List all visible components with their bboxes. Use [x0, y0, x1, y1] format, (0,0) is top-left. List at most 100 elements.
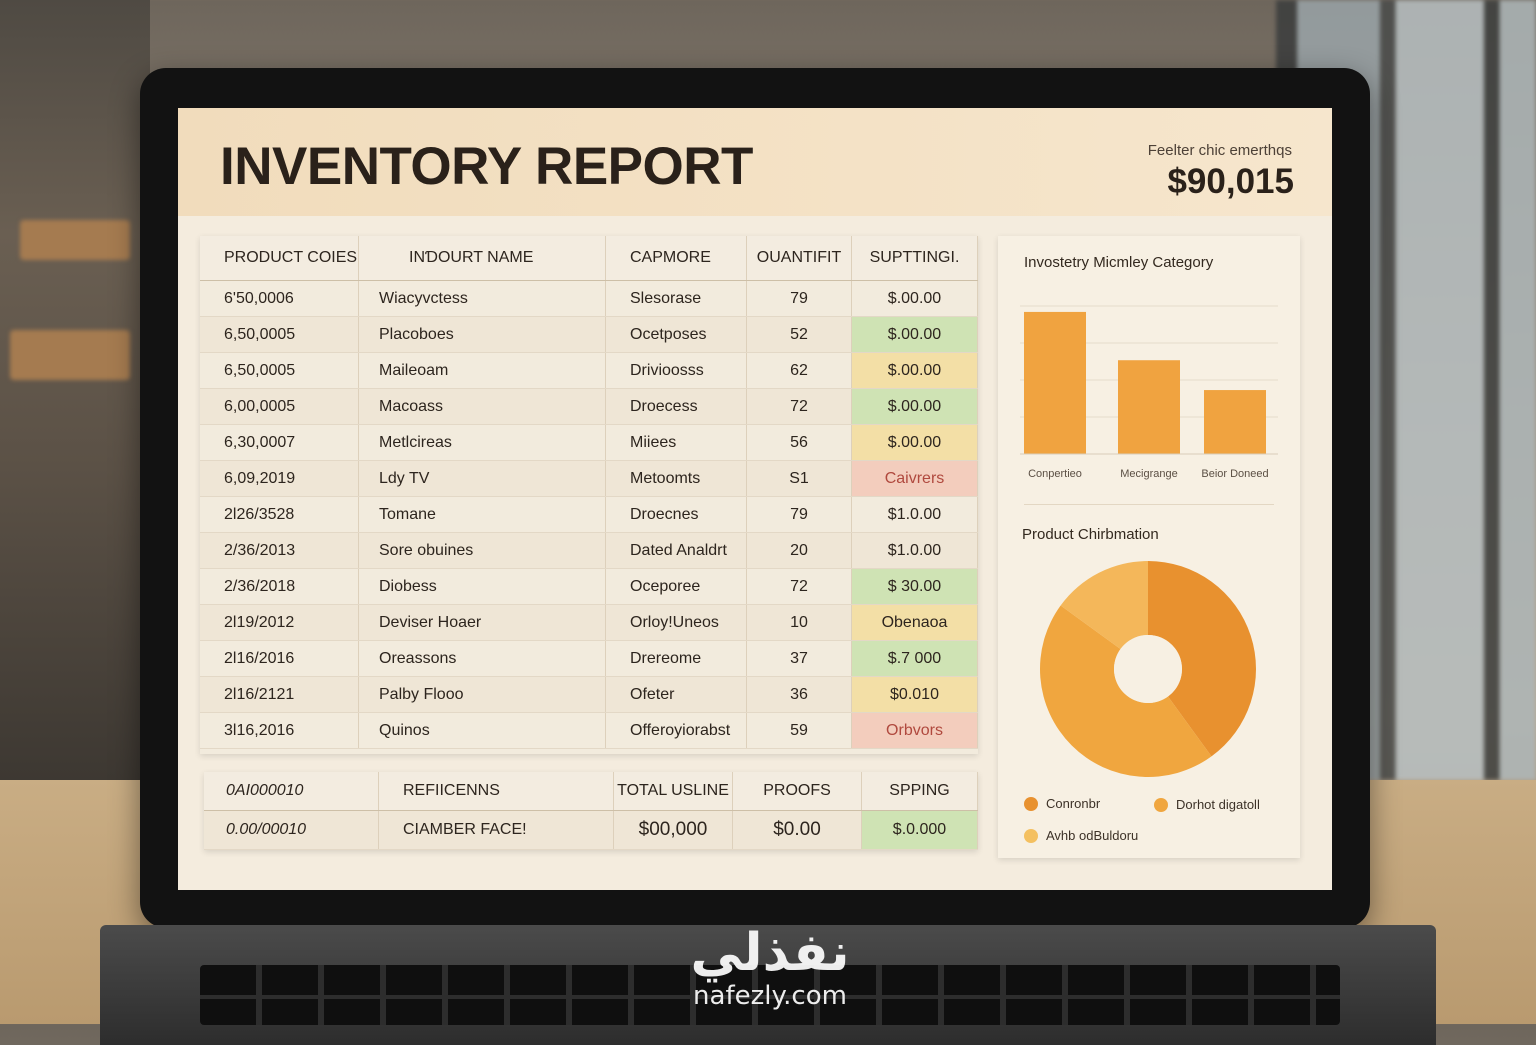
cell-product-code: 2l16/2016 — [200, 640, 359, 677]
cell-category: Slesorase — [605, 280, 747, 317]
cell-quantity: 59 — [746, 712, 852, 749]
laptop-screen: INVENTORY REPORT Feelter chic emerthqs $… — [178, 108, 1332, 890]
legend-item: Conronbr — [1024, 796, 1100, 811]
bar — [1118, 360, 1180, 454]
cell-amount: $0.010 — [851, 676, 978, 713]
cell-amount: $.7 000 — [851, 640, 978, 677]
cell-product-code: 6,50,0005 — [200, 316, 359, 353]
cell-quantity: 72 — [746, 568, 852, 605]
table-header-row: PRODUCT COIES INƊOURT NAME CAPMORE OUANT… — [200, 236, 978, 281]
table-row[interactable]: 6'50,0006 Wiacyvctess Slesorase 79 $.00.00 — [200, 280, 978, 317]
cell-product-code: 2l16/2121 — [200, 676, 359, 713]
cell-category: Miiees — [605, 424, 747, 461]
cell-quantity: 79 — [746, 496, 852, 533]
watermark-logo: نفذلي nafezly.com — [640, 925, 900, 1011]
legend-label: Conronbr — [1046, 796, 1101, 811]
cell-category: Orloy!Uneos — [605, 604, 747, 641]
legend-item: Dorhot digatoll — [1154, 797, 1260, 812]
summary-header-total: TOTAL USLINE — [613, 772, 733, 811]
cell-category: Dated Analdrt — [605, 532, 747, 569]
cell-amount: $.00.00 — [851, 424, 978, 461]
cell-product-name: Placoboes — [358, 316, 606, 353]
cell-amount: $.00.00 — [851, 388, 978, 425]
chart-divider — [1024, 504, 1274, 505]
cell-product-code: 6,50,0005 — [200, 352, 359, 389]
x-tick-label: Mecigrange — [1120, 468, 1177, 480]
summary-table: 0AI000010 REFIICENNS TOTAL USLINE PROOFS… — [204, 772, 978, 850]
cell-quantity: 20 — [746, 532, 852, 569]
summary-table-card: 0AI000010 REFIICENNS TOTAL USLINE PROOFS… — [204, 772, 978, 850]
cell-category: Metoomts — [605, 460, 747, 497]
cell-product-name: Metlcireas — [358, 424, 606, 461]
watermark-url: nafezly.com — [693, 981, 847, 1011]
column-header-quantity[interactable]: OUANTIFIT — [746, 236, 852, 281]
cell-product-name: Ldy TV — [358, 460, 606, 497]
donut-slice — [1060, 561, 1148, 650]
background-box — [10, 330, 130, 380]
cell-product-name: Maileoam — [358, 352, 606, 389]
report-header: INVENTORY REPORT Feelter chic emerthqs $… — [178, 108, 1332, 216]
cell-product-code: 2/36/2018 — [200, 568, 359, 605]
table-row[interactable]: 2/36/2018 Diobess Oceporee 72 $ 30.00 — [200, 568, 978, 605]
table-row[interactable]: 6,50,0005 Maileoam Drivioosss 62 $.00.00 — [200, 352, 978, 389]
cell-product-code: 2l26/3528 — [200, 496, 359, 533]
cell-category: Droecnes — [605, 496, 747, 533]
cell-product-code: 2l19/2012 — [200, 604, 359, 641]
table-row[interactable]: 6,00,0005 Macoass Droecess 72 $.00.00 — [200, 388, 978, 425]
column-header-product-code[interactable]: PRODUCT COIES — [200, 236, 359, 281]
table-row[interactable]: 6,09,2019 Ldy TV Metoomts S1 Caivrers — [200, 460, 978, 497]
table-row[interactable]: 2l16/2121 Palby Flooo Ofeter 36 $0.010 — [200, 676, 978, 713]
summary-header-code: 0AI000010 — [204, 772, 379, 811]
legend-swatch — [1024, 796, 1038, 811]
column-header-product-name[interactable]: INƊOURT NAME — [358, 236, 606, 281]
cell-category: Ocetposes — [605, 316, 747, 353]
x-tick-label: Conpertieo — [1028, 468, 1082, 480]
cell-quantity: 37 — [746, 640, 852, 677]
summary-header-proofs: PROOFS — [732, 772, 862, 811]
cell-amount: $.00.00 — [851, 280, 978, 317]
watermark-arabic: نفذلي — [690, 923, 850, 983]
summary-header-row: 0AI000010 REFIICENNS TOTAL USLINE PROOFS… — [204, 772, 978, 811]
table-row[interactable]: 2/36/2013 Sore obuines Dated Analdrt 20 $1.0… — [200, 532, 978, 569]
column-header-category[interactable]: CAPMORE — [605, 236, 747, 281]
cell-amount: $.00.00 — [851, 352, 978, 389]
table-body: 6'50,0006 Wiacyvctess Slesorase 79 $.00.00 6,… — [200, 280, 978, 749]
cell-category: Drereome — [605, 640, 747, 677]
summary-value-row: 0.00/00010 CIAMBER FACE! $00,000 $0.00 $… — [204, 810, 978, 850]
cell-amount: Obenaoa — [851, 604, 978, 641]
table-row[interactable]: 2l16/2016 Oreassons Drereome 37 $.7 000 — [200, 640, 978, 677]
cell-product-code: 6,30,0007 — [200, 424, 359, 461]
cell-category: Oceporee — [605, 568, 747, 605]
charts-panel: Invostetry Micmley Category Conpertieo Me… — [998, 236, 1300, 858]
column-header-amount[interactable]: SUPTTINGI. — [851, 236, 978, 281]
bar-chart: Conpertieo Mecigrange Beior Doneed — [1020, 305, 1278, 480]
cell-product-name: Oreassons — [358, 640, 606, 677]
table-row[interactable]: 6,50,0005 Placoboes Ocetposes 52 $.00.00 — [200, 316, 978, 353]
summary-header-references: REFIICENNS — [378, 772, 614, 811]
cell-quantity: 10 — [746, 604, 852, 641]
summary-header-shipping: SPPING — [861, 772, 978, 811]
table-row[interactable]: 2l19/2012 Deviser Hoaer Orloy!Uneos 10 Obena… — [200, 604, 978, 641]
cell-product-name: Palby Flooo — [358, 676, 606, 713]
background-box — [20, 220, 130, 260]
table-row[interactable]: 3l16,2016 Quinos Offeroyiorabst 59 Orbvors — [200, 712, 978, 749]
cell-category: Drivioosss — [605, 352, 747, 389]
cell-category: Offeroyiorabst — [605, 712, 747, 749]
cell-product-code: 3l16,2016 — [200, 712, 359, 749]
bar — [1024, 311, 1086, 454]
legend-label: Dorhot digatoll — [1176, 797, 1260, 812]
cell-quantity: 62 — [746, 352, 852, 389]
cell-amount: $1.0.00 — [851, 532, 978, 569]
inventory-table: PRODUCT COIES INƊOURT NAME CAPMORE OUANT… — [200, 236, 978, 749]
bar-chart-title: Invostetry Micmley Category — [1024, 254, 1214, 271]
cell-product-code: 2/36/2013 — [200, 532, 359, 569]
table-row[interactable]: 6,30,0007 Metlcireas Miiees 56 $.00.00 — [200, 424, 978, 461]
summary-total-value: $00,000 — [613, 810, 733, 850]
cell-amount: $ 30.00 — [851, 568, 978, 605]
cell-product-code: 6'50,0006 — [200, 280, 359, 317]
cell-amount: $.00.00 — [851, 316, 978, 353]
table-row[interactable]: 2l26/3528 Tomane Droecnes 79 $1.0.00 — [200, 496, 978, 533]
cell-product-name: Wiacyvctess — [358, 280, 606, 317]
cell-quantity: 52 — [746, 316, 852, 353]
cell-category: Ofeter — [605, 676, 747, 713]
